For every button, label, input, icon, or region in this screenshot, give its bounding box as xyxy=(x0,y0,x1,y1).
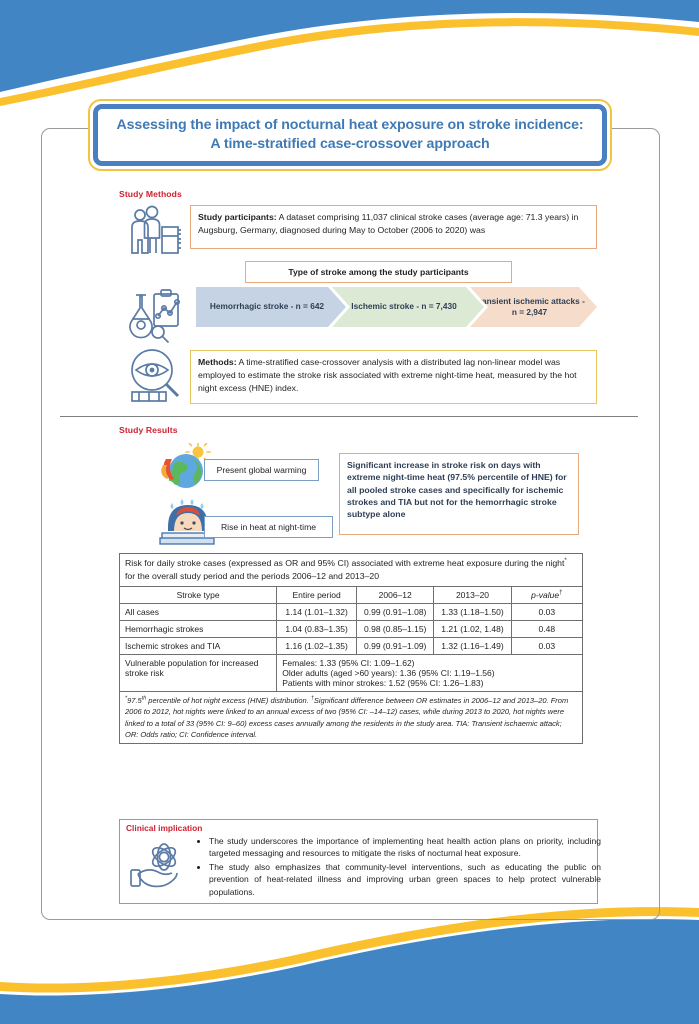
section-label-study-results: Study Results xyxy=(119,425,178,435)
footnote-superscript-1: * xyxy=(125,695,128,702)
study-participants-icon xyxy=(131,205,181,254)
study-participants-text: Study participants: A dataset comprising… xyxy=(198,211,589,237)
table-row-vulnerable: Vulnerable population for increased stro… xyxy=(118,654,583,693)
cell-p-value: 0.03 xyxy=(510,637,584,656)
methods-text: Methods: A time-stratified case-crossove… xyxy=(198,356,589,396)
divider-methods-results xyxy=(60,416,638,417)
section-label-study-methods: Study Methods xyxy=(119,189,182,199)
methods-body: A time-stratified case-crossover analysi… xyxy=(198,357,577,394)
tag-present-global-warming: Present global warming xyxy=(204,459,319,481)
cell-2013-20: 1.21 (1.02, 1.48) xyxy=(433,620,512,639)
lab-analysis-icon xyxy=(129,289,181,344)
chevron-ischemic: Ischemic stroke - n = 7,430 xyxy=(332,287,484,327)
table-footnote-row: *97.5th percentile of hot night excess (… xyxy=(119,691,583,745)
table-caption-a: Risk for daily stroke cases (expressed a… xyxy=(125,558,565,568)
column-header-p-value-text: p-value xyxy=(531,590,560,601)
chevron-hemorrhagic: Hemorrhagic stroke - n = 642 xyxy=(196,287,346,327)
stroke-type-chevrons: Hemorrhagic stroke - n = 642 Ischemic st… xyxy=(196,287,597,327)
column-header-2013-20: 2013–20 xyxy=(433,586,512,605)
global-warming-icon xyxy=(161,443,211,488)
column-header-p-value-superscript: † xyxy=(559,589,563,597)
cell-2013-20: 1.32 (1.16–1.49) xyxy=(433,637,512,656)
clinical-implication-list: The study underscores the importance of … xyxy=(198,835,601,899)
section-label-clinical-implication: Clinical implication xyxy=(126,823,203,833)
cell-p-value: 0.48 xyxy=(510,620,584,639)
cell-vulnerable-label: Vulnerable population for increased stro… xyxy=(118,654,278,693)
column-header-2006-12: 2006–12 xyxy=(356,586,435,605)
cell-entire-period: 1.16 (1.02–1.35) xyxy=(276,637,358,656)
table-header-row: Stroke type Entire period 2006–12 2013–2… xyxy=(118,586,584,605)
clinical-bullet: The study also emphasizes that community… xyxy=(209,861,601,898)
cell-p-value: 0.03 xyxy=(510,603,584,622)
cell-stroke-type: Hemorrhagic strokes xyxy=(118,620,278,639)
chevron-hemorrhagic-label: Hemorrhagic stroke - n = 642 xyxy=(209,301,325,312)
column-header-entire-period: Entire period xyxy=(276,586,358,605)
results-table-wrapper: Risk for daily stroke cases (expressed a… xyxy=(118,552,584,745)
chevron-tia-label: Transient ischemic attacks - n = 2,947 xyxy=(474,295,585,317)
footnote-c: Significant difference between OR estima… xyxy=(125,696,569,739)
table-row: All cases 1.14 (1.01–1.32) 0.99 (0.91–1.… xyxy=(118,603,584,622)
chevron-tia: Transient ischemic attacks - n = 2,947 xyxy=(470,287,597,327)
tag-rise-in-heat-night: Rise in heat at night-time xyxy=(204,516,333,538)
footnote-a: 97.5 xyxy=(127,696,142,706)
cell-stroke-type: Ischemic strokes and TIA xyxy=(118,637,278,656)
clinical-implication-box: Clinical implication The study underscor… xyxy=(119,819,601,904)
bottom-wave-decoration xyxy=(0,907,699,1024)
page-title: Assessing the impact of nocturnal heat e… xyxy=(116,116,584,152)
cell-vulnerable-values: Females: 1.33 (95% CI: 1.09–1.62) Older … xyxy=(276,654,583,693)
footnote-b: percentile of hot night excess (HNE) dis… xyxy=(146,696,311,706)
cell-2006-12: 0.99 (0.91–1.08) xyxy=(356,603,435,622)
results-callout: Significant increase in stroke risk on d… xyxy=(339,453,579,535)
column-header-p-value: p-value† xyxy=(510,586,584,605)
table-row: Ischemic strokes and TIA 1.16 (1.02–1.35… xyxy=(118,637,584,656)
hand-holding-atom-icon xyxy=(130,843,178,888)
vulnerable-item: Patients with minor strokes: 1.52 (95% C… xyxy=(282,678,484,689)
cell-2013-20: 1.33 (1.18–1.50) xyxy=(433,603,512,622)
vulnerable-item: Females: 1.33 (95% CI: 1.09–1.62) xyxy=(282,658,415,669)
night-heat-icon xyxy=(159,499,215,545)
cell-entire-period: 1.04 (0.83–1.35) xyxy=(276,620,358,639)
table-caption-superscript: * xyxy=(564,557,567,565)
clinical-bullet: The study underscores the importance of … xyxy=(209,835,601,860)
results-table: Risk for daily stroke cases (expressed a… xyxy=(118,552,584,745)
table-caption-b: for the overall study period and the per… xyxy=(125,571,380,582)
cell-2006-12: 0.99 (0.91–1.09) xyxy=(356,637,435,656)
title-banner-inner: Assessing the impact of nocturnal heat e… xyxy=(93,104,607,166)
title-banner: Assessing the impact of nocturnal heat e… xyxy=(88,99,612,171)
table-row: Hemorrhagic strokes 1.04 (0.83–1.35) 0.9… xyxy=(118,620,584,639)
methods-eye-icon xyxy=(131,349,180,402)
table-footnote: *97.5th percentile of hot night excess (… xyxy=(119,691,583,745)
vulnerable-item: Older adults (aged >60 years): 1.36 (95%… xyxy=(282,668,495,679)
methods-prefix: Methods: xyxy=(198,357,237,367)
cell-2006-12: 0.98 (0.85–1.15) xyxy=(356,620,435,639)
study-participants-box: Study participants: A dataset comprising… xyxy=(190,205,597,249)
column-header-stroke-type: Stroke type xyxy=(118,586,278,605)
stroke-type-title: Type of stroke among the study participa… xyxy=(245,261,512,283)
footnote-th: th xyxy=(141,695,147,702)
cell-stroke-type: All cases xyxy=(118,603,278,622)
methods-box: Methods: A time-stratified case-crossove… xyxy=(190,350,597,404)
study-participants-prefix: Study participants: xyxy=(198,212,277,222)
chevron-ischemic-label: Ischemic stroke - n = 7,430 xyxy=(351,301,457,312)
study-participants-body: A dataset comprising 11,037 clinical str… xyxy=(198,212,579,236)
table-caption: Risk for daily stroke cases (expressed a… xyxy=(119,552,583,588)
cell-entire-period: 1.14 (1.01–1.32) xyxy=(276,603,358,622)
footnote-superscript-2: † xyxy=(310,695,314,702)
table-caption-row: Risk for daily stroke cases (expressed a… xyxy=(119,552,583,588)
